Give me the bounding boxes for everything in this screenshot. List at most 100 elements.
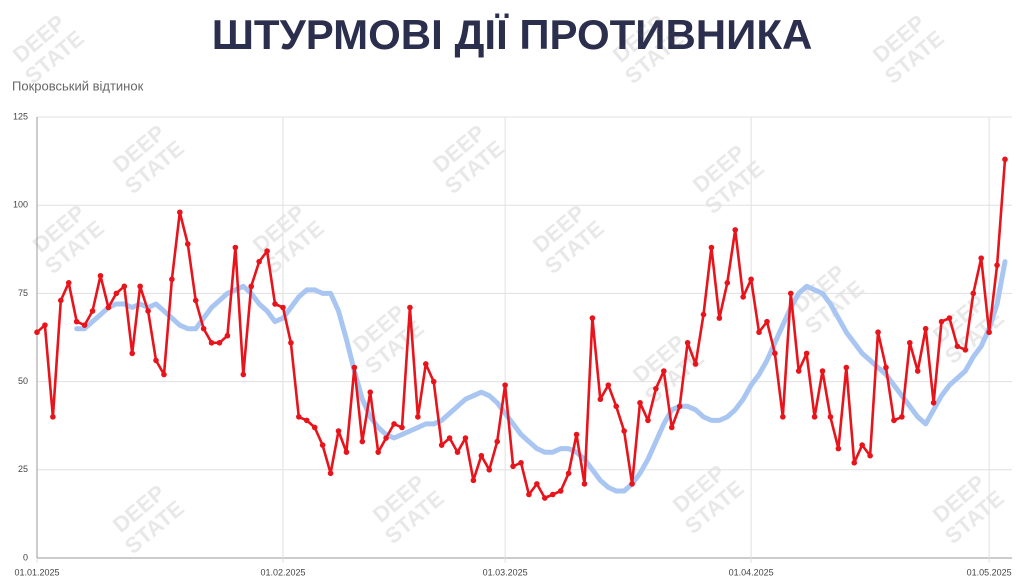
point: [65, 280, 72, 286]
point: [534, 481, 540, 487]
point: [518, 459, 524, 466]
y-tick-label: 50: [18, 376, 28, 386]
point: [486, 467, 493, 473]
point: [637, 399, 643, 406]
x-tick-label: 01.02.2025: [260, 567, 305, 577]
chart-subtitle: Покровський відтинок: [12, 78, 144, 93]
point: [819, 368, 826, 374]
x-tick-label: 01.04.2025: [729, 567, 774, 577]
point: [653, 385, 659, 392]
point: [986, 329, 992, 336]
point: [565, 470, 572, 477]
point: [803, 350, 810, 357]
point: [422, 361, 429, 367]
point: [867, 452, 873, 459]
point: [73, 318, 80, 325]
point: [787, 290, 794, 297]
point: [319, 442, 326, 448]
point: [1002, 156, 1008, 163]
point: [81, 322, 88, 328]
grid: 0 25 50 75 100 125 01.01.2025 01.02.2025 01.03.2…: [13, 111, 1012, 577]
point: [875, 329, 881, 336]
point: [169, 276, 175, 283]
point: [34, 329, 40, 336]
point: [684, 339, 691, 346]
point: [359, 438, 366, 445]
y-tick-label: 25: [18, 464, 28, 474]
point: [883, 364, 889, 371]
point: [248, 283, 255, 290]
point: [288, 339, 294, 346]
point: [906, 339, 913, 346]
point: [216, 339, 223, 346]
point: [296, 414, 302, 420]
point: [835, 445, 842, 452]
point: [756, 329, 762, 336]
point: [407, 304, 413, 311]
point: [780, 414, 786, 420]
point: [470, 477, 477, 484]
point: [922, 325, 929, 332]
point: [462, 435, 469, 441]
point: [764, 318, 770, 325]
point: [946, 315, 953, 321]
point: [891, 417, 897, 424]
point: [42, 322, 48, 328]
point: [589, 315, 596, 321]
point: [962, 347, 969, 353]
point: [399, 424, 405, 431]
point: [748, 276, 754, 283]
x-tick-label: 01.05.2025: [967, 567, 1012, 577]
point: [899, 414, 905, 420]
point: [177, 209, 183, 216]
point: [415, 414, 421, 420]
point: [930, 399, 937, 406]
y-tick-label: 125: [13, 111, 28, 121]
point: [526, 491, 532, 498]
point: [391, 421, 397, 427]
point: [629, 481, 635, 487]
point: [605, 382, 612, 388]
point: [383, 435, 389, 441]
point: [184, 241, 191, 247]
point: [692, 361, 699, 367]
point: [121, 283, 128, 290]
point: [343, 449, 350, 455]
point: [772, 350, 778, 357]
point: [708, 244, 715, 251]
point: [502, 382, 508, 388]
point: [137, 283, 143, 290]
point: [613, 403, 620, 410]
point: [105, 304, 112, 311]
point: [661, 368, 667, 374]
point: [494, 438, 500, 445]
point: [700, 311, 707, 318]
point: [438, 442, 445, 448]
chart-title: ШТУРМОВІ ДІЇ ПРОТИВНИКА: [212, 11, 813, 58]
point: [724, 280, 731, 286]
point: [58, 297, 64, 304]
point: [740, 294, 746, 300]
point: [240, 371, 247, 378]
point: [510, 463, 516, 470]
point: [272, 301, 278, 307]
point: [303, 417, 310, 424]
point: [327, 470, 334, 477]
point: [573, 431, 580, 438]
point: [621, 428, 627, 434]
y-tick-label: 0: [23, 552, 28, 562]
point: [113, 290, 120, 297]
point: [97, 272, 104, 279]
